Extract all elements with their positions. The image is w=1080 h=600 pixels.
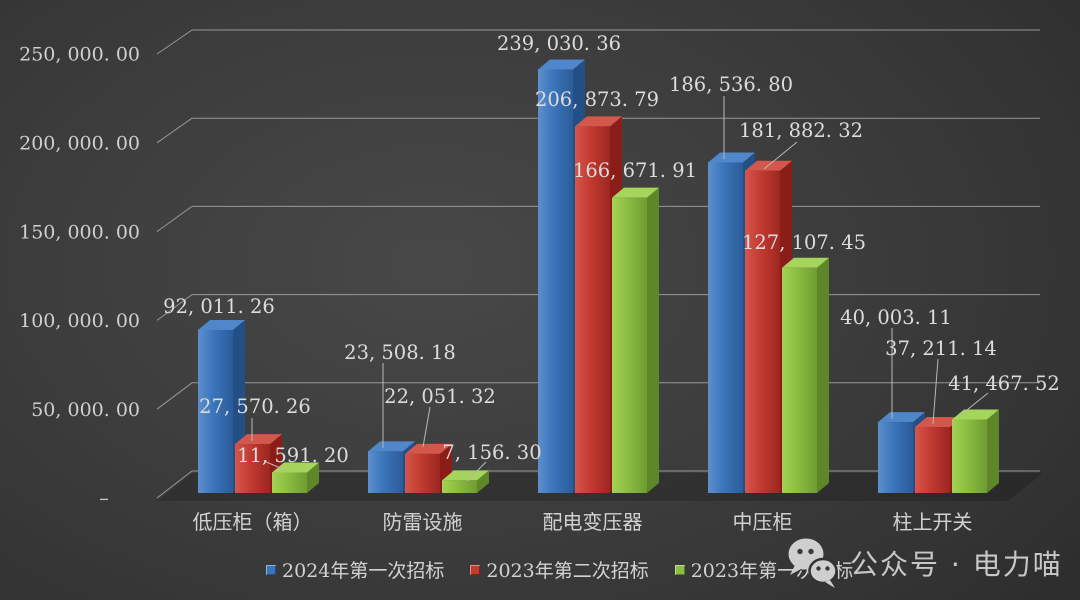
bar-series1-cat2: [368, 451, 403, 493]
bar-top-face: [538, 59, 585, 70]
label-leader-line: [263, 460, 286, 471]
data-label: 239, 030. 36: [497, 32, 621, 55]
gridline-diagonal: [156, 205, 193, 233]
label-leader-line: [961, 392, 989, 415]
legend-label: 2023年第二次招标: [486, 560, 649, 582]
category-label: 防雷设施: [383, 510, 463, 534]
gridline-diagonal: [156, 29, 193, 55]
y-axis-label: 250, 000. 00: [19, 44, 140, 66]
bar-series3-cat3: [612, 197, 647, 493]
bar-series2-cat4: [745, 170, 780, 493]
data-label: 37, 211. 14: [885, 337, 997, 360]
bar-side-face: [307, 462, 319, 493]
bar-top-face: [612, 187, 659, 198]
legend-label: 2024年第一次招标: [282, 560, 445, 582]
y-axis-label: 200, 000. 00: [19, 132, 140, 154]
watermark: 公众号 · 电力喵: [784, 534, 1063, 592]
y-axis-label: 150, 000. 00: [19, 221, 140, 243]
data-label: 127, 107. 45: [742, 231, 866, 254]
bar-series1-cat1: [198, 329, 233, 493]
legend-item-2024-1: 2024年第一次招标: [266, 556, 444, 583]
data-label: 40, 003. 11: [840, 306, 952, 329]
bar-top-face: [878, 412, 925, 423]
bar-series3-cat1: [272, 472, 307, 493]
data-label: 22, 051. 32: [384, 385, 496, 408]
data-label: 11, 591. 20: [237, 444, 349, 467]
bar-series2-cat3: [575, 126, 610, 493]
data-label: 206, 873. 79: [535, 88, 659, 111]
bar-side-face: [987, 409, 999, 493]
data-label: 7, 156. 30: [442, 441, 541, 464]
bar-series3-cat2: [442, 480, 477, 493]
y-axis-label: 100, 000. 00: [19, 310, 140, 332]
bar-top-face: [198, 319, 245, 330]
legend-marker-red-icon: [470, 564, 481, 575]
gridline-diagonal: [156, 117, 193, 144]
y-axis-label: –: [99, 488, 109, 510]
category-label: 中压柜: [733, 510, 793, 534]
bar-series3-cat4: [782, 267, 817, 493]
bar-top-face: [575, 116, 622, 127]
bar-series1-cat3: [538, 69, 573, 493]
bar-top-face: [368, 441, 415, 452]
bar-top-face: [405, 443, 452, 454]
bar-series2-cat2: [405, 453, 440, 493]
label-leader-line: [422, 406, 431, 448]
label-leader-line: [932, 358, 939, 425]
data-label: 27, 570. 26: [199, 395, 311, 418]
gridline-diagonal: [156, 294, 193, 321]
wechat-icon: [788, 538, 838, 588]
bar-top-face: [915, 417, 962, 428]
data-label: 92, 011. 26: [163, 295, 275, 318]
legend-item-2023-2: 2023年第二次招标: [470, 556, 649, 583]
chart-legend: 2024年第一次招标 2023年第二次招标 2023年第一次招标: [266, 556, 853, 583]
y-axis-label: 50, 000. 00: [31, 399, 140, 421]
legend-marker-green-icon: [674, 564, 685, 575]
data-label: 41, 467. 52: [948, 372, 1060, 395]
legend-marker-blue-icon: [266, 564, 276, 575]
bar-side-face: [477, 470, 489, 493]
gridline-diagonal: [156, 470, 193, 499]
data-label: 186, 536. 80: [669, 73, 793, 96]
bar-top-face: [782, 257, 829, 268]
watermark-text: 公众号 · 电力喵: [850, 548, 1063, 581]
bar-series3-cat5: [952, 419, 987, 493]
gridline-diagonal: [156, 382, 193, 410]
label-leader-line: [763, 141, 798, 170]
category-label: 柱上开关: [893, 510, 973, 534]
bar-side-face: [817, 257, 829, 493]
data-label: 23, 508. 18: [344, 341, 456, 364]
bar-top-face: [708, 152, 755, 163]
bar-series2-cat5: [915, 427, 950, 493]
bar-series1-cat4: [708, 162, 743, 493]
data-label: 181, 882. 32: [739, 119, 863, 142]
data-label: 166, 671. 91: [573, 159, 697, 182]
category-label: 配电变压器: [543, 510, 643, 534]
bar-top-face: [442, 470, 489, 481]
bar-top-face: [235, 434, 282, 445]
label-leader-line: [466, 461, 487, 482]
category-label: 低压柜（箱）: [193, 510, 313, 534]
bar-series2-cat1: [235, 444, 270, 493]
bar-side-face: [647, 187, 659, 493]
bar-series1-cat5: [878, 422, 913, 493]
